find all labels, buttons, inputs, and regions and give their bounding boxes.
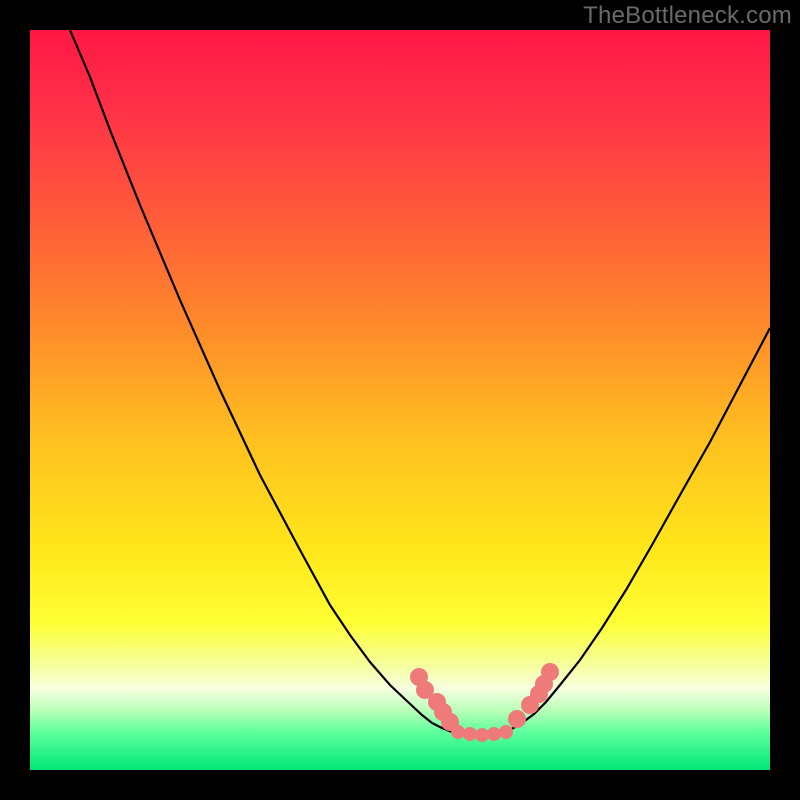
marker-dot <box>541 663 559 681</box>
marker-dot <box>508 710 526 728</box>
chart-canvas: TheBottleneck.com <box>0 0 800 800</box>
marker-dot <box>475 728 489 742</box>
plot-background <box>30 30 770 770</box>
chart-svg <box>0 0 800 800</box>
marker-dot <box>451 725 465 739</box>
marker-dot <box>499 725 513 739</box>
marker-dot <box>487 727 501 741</box>
marker-dot <box>463 727 477 741</box>
